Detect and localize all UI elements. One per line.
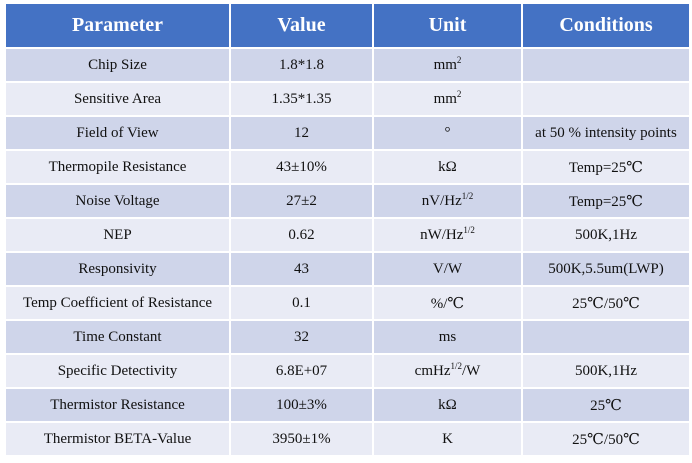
table-row: Temp Coefficient of Resistance 0.1 %/℃ 25℃/… [6,285,689,320]
table-row: Chip Size 1.8*1.8 mm2 [6,47,689,82]
table-row: Time Constant 32 ms [6,319,689,354]
cell-unit: kΩ [373,149,523,184]
cell-conditions: 25℃/50℃ [522,421,689,455]
cell-parameter: Field of View [6,115,231,150]
cell-parameter: Noise Voltage [6,183,231,218]
specifications-table: Parameter Value Unit Conditions Chip Siz… [6,4,689,455]
header-parameter: Parameter [6,4,231,48]
cell-value: 32 [230,319,374,354]
cell-parameter: Specific Detectivity [6,353,231,388]
cell-value: 12 [230,115,374,150]
unit-base: kΩ [438,396,457,413]
cell-parameter: Thermistor BETA-Value [6,421,231,455]
table-row: Thermopile Resistance 43±10% kΩ Temp=25℃ [6,149,689,184]
cell-parameter: Sensitive Area [6,81,231,116]
table-row: Thermistor Resistance 100±3% kΩ 25℃ [6,387,689,422]
cell-conditions: at 50 % intensity points [522,115,689,150]
cell-conditions: 500K,5.5um(LWP) [522,251,689,286]
cell-conditions: 25℃/50℃ [522,285,689,320]
cell-value: 0.1 [230,285,374,320]
cell-unit: ° [373,115,523,150]
header-row: Parameter Value Unit Conditions [6,4,689,48]
cell-unit: %/℃ [373,285,523,320]
cell-conditions: 25℃ [522,387,689,422]
cell-unit: kΩ [373,387,523,422]
table-header: Parameter Value Unit Conditions [6,4,689,48]
unit-suffix: /W [462,362,481,379]
cell-conditions [522,47,689,82]
cell-conditions: 500K,1Hz [522,217,689,252]
cell-conditions [522,81,689,116]
cell-conditions [522,319,689,354]
unit-base: nW/Hz [420,226,464,243]
cell-value: 0.62 [230,217,374,252]
cell-value: 100±3% [230,387,374,422]
unit-base: ° [444,124,451,141]
unit-base: mm [433,90,457,107]
cell-unit: nW/Hz1/2 [373,217,523,252]
unit-base: K [442,430,453,447]
cell-value: 3950±1% [230,421,374,455]
table-row: Specific Detectivity 6.8E+07 cmHz1/2/W 500K… [6,353,689,388]
cell-conditions: Temp=25℃ [522,149,689,184]
cell-unit: nV/Hz1/2 [373,183,523,218]
cell-parameter: Chip Size [6,47,231,82]
table-row: Sensitive Area 1.35*1.35 mm2 [6,81,689,116]
cell-conditions: Temp=25℃ [522,183,689,218]
header-conditions: Conditions [522,4,689,48]
cell-parameter: Thermopile Resistance [6,149,231,184]
unit-base: cmHz [414,362,451,379]
table-row: Noise Voltage 27±2 nV/Hz1/2 Temp=25℃ [6,183,689,218]
cell-value: 6.8E+07 [230,353,374,388]
cell-unit: V/W [373,251,523,286]
unit-superscript: 1/2 [461,190,474,201]
cell-value: 43 [230,251,374,286]
unit-base: nV/Hz [421,192,462,209]
header-unit: Unit [373,4,523,48]
table-row: Responsivity 43 V/W 500K,5.5um(LWP) [6,251,689,286]
cell-unit: ms [373,319,523,354]
cell-parameter: Thermistor Resistance [6,387,231,422]
cell-parameter: NEP [6,217,231,252]
table-row: Thermistor BETA-Value 3950±1% K 25℃/50℃ [6,421,689,455]
table-row: NEP 0.62 nW/Hz1/2 500K,1Hz [6,217,689,252]
cell-unit: cmHz1/2/W [373,353,523,388]
unit-base: %/℃ [430,295,465,312]
unit-superscript: 1/2 [463,224,475,235]
cell-parameter: Responsivity [6,251,231,286]
cell-unit: mm2 [373,47,523,82]
unit-base: mm [433,56,457,73]
cell-value: 27±2 [230,183,374,218]
unit-base: V/W [432,260,463,277]
header-value: Value [230,4,374,48]
unit-base: kΩ [438,158,457,175]
table-row: Field of View 12 ° at 50 % intensity points [6,115,689,150]
table-body: Chip Size 1.8*1.8 mm2 Sensitive Area 1.35*1.… [6,47,689,455]
cell-value: 1.35*1.35 [230,81,374,116]
cell-parameter: Time Constant [6,319,231,354]
cell-value: 1.8*1.8 [230,47,374,82]
unit-superscript: 2 [456,88,462,99]
cell-unit: mm2 [373,81,523,116]
unit-base: ms [438,328,457,345]
cell-conditions: 500K,1Hz [522,353,689,388]
cell-parameter: Temp Coefficient of Resistance [6,285,231,320]
unit-superscript: 2 [456,54,462,65]
unit-superscript: 1/2 [450,360,462,371]
cell-value: 43±10% [230,149,374,184]
cell-unit: K [373,421,523,455]
